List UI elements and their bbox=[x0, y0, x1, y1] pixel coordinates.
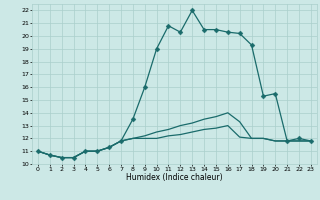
X-axis label: Humidex (Indice chaleur): Humidex (Indice chaleur) bbox=[126, 173, 223, 182]
